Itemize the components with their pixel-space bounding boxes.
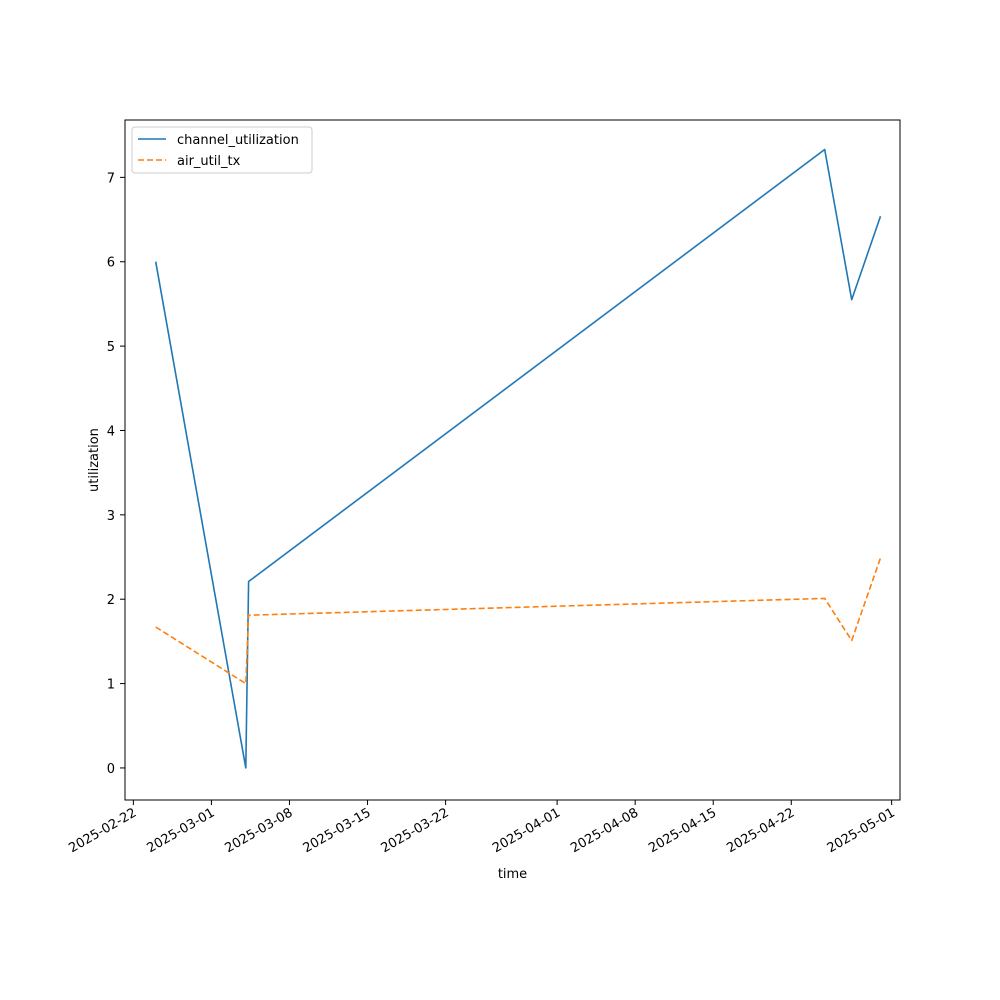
y-axis-label: utilization — [87, 428, 102, 492]
y-tick-label: 5 — [107, 340, 115, 355]
y-tick-label: 7 — [107, 171, 115, 186]
series-line-air-util-tx — [155, 557, 882, 685]
y-tick-label: 4 — [107, 424, 115, 439]
series-line-channel-utilization — [154, 148, 882, 769]
plot-area — [124, 119, 901, 801]
y-axis: 0 1 2 3 4 5 6 7 — [107, 171, 125, 777]
legend-label: channel_utilization — [177, 133, 299, 148]
legend-box — [131, 126, 313, 174]
legend-label: air_util_tx — [177, 154, 241, 169]
y-tick-label: 6 — [107, 256, 115, 271]
y-tick-label: 3 — [107, 509, 115, 524]
y-tick-label: 2 — [107, 593, 115, 608]
x-axis-label: time — [498, 867, 527, 882]
series-layer — [154, 148, 882, 769]
y-tick-label: 1 — [107, 678, 115, 693]
y-tick-label: 0 — [107, 762, 115, 777]
legend: channel_utilization air_util_tx — [131, 126, 313, 174]
